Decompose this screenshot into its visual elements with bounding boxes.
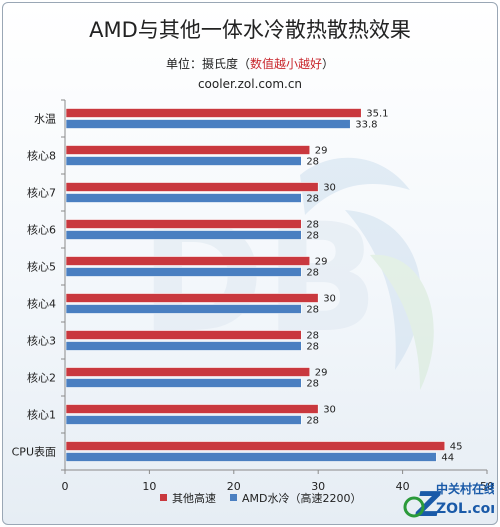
bar-amd-cooler (65, 193, 302, 203)
legend-label: 其他高速 (172, 491, 216, 505)
chart-subtitle: 单位：摄氏度（数值越小越好） (0, 55, 500, 72)
value-label: 28 (306, 416, 319, 427)
value-label: 44 (441, 453, 454, 464)
value-label: 33.8 (355, 120, 377, 131)
value-label: 28 (306, 342, 319, 353)
x-tick-label: 0 (62, 480, 69, 493)
bar-amd-cooler (65, 119, 351, 129)
value-label: 29 (315, 146, 328, 157)
bar-other-high-speed (65, 293, 319, 303)
category-label: 核心8 (27, 149, 56, 163)
value-label: 28 (306, 157, 319, 168)
bar-other-high-speed (65, 441, 446, 451)
subtitle-prefix: 单位：摄氏度（ (165, 57, 250, 71)
zol-watermark: Z 中关村在线 ZOL.com.cn (394, 477, 500, 525)
bar-amd-cooler (65, 230, 302, 240)
legend-swatch (160, 494, 167, 501)
value-label: 30 (323, 183, 336, 194)
bar-amd-cooler (65, 415, 302, 425)
legend-label: AMD水冷（高速2200） (242, 491, 361, 505)
value-label: 28 (306, 231, 319, 242)
bar-amd-cooler (65, 156, 302, 166)
value-label: 28 (306, 379, 319, 390)
subtitle-highlight: 数值越小越好 (249, 57, 322, 71)
legend-swatch (230, 494, 237, 501)
bar-amd-cooler (65, 452, 437, 462)
bar-other-high-speed (65, 404, 319, 414)
x-tick-label: 50 (480, 480, 494, 493)
bar-amd-cooler (65, 378, 302, 388)
value-label: 30 (323, 294, 336, 305)
value-label: 28 (306, 220, 319, 231)
x-tick-label: 20 (227, 480, 241, 493)
value-label: 29 (315, 368, 328, 379)
watermark-site: ZOL.com.cn (436, 501, 494, 517)
watermark-name: 中关村在线 (436, 481, 494, 496)
value-label: 28 (306, 331, 319, 342)
x-tick-label: 10 (142, 480, 156, 493)
category-label: 核心3 (27, 334, 56, 348)
category-label: 核心2 (27, 371, 56, 385)
x-tick-label: 40 (396, 480, 410, 493)
bar-other-high-speed (65, 182, 319, 192)
x-tick-label: 30 (311, 480, 325, 493)
category-label: 核心7 (27, 186, 56, 200)
chart-source: cooler.zol.com.cn (197, 77, 303, 91)
bar-other-high-speed (65, 219, 302, 229)
svg-text:Z: Z (415, 485, 442, 519)
value-label: 45 (450, 442, 463, 453)
bar-amd-cooler (65, 341, 302, 351)
bar-other-high-speed (65, 145, 311, 155)
category-label: 核心5 (27, 260, 56, 274)
bar-other-high-speed (65, 108, 362, 118)
zol-logo-icon: Z 中关村在线 ZOL.com.cn (403, 481, 500, 525)
bar-other-high-speed (65, 256, 311, 266)
value-label: 35.1 (366, 109, 388, 120)
category-label: 水温 (34, 113, 56, 126)
value-label: 28 (306, 194, 319, 205)
svg-text:DB: DB (140, 192, 379, 366)
value-label: 28 (306, 268, 319, 279)
subtitle-suffix: ） (322, 57, 335, 71)
category-label: 核心4 (27, 297, 56, 311)
bar-amd-cooler (65, 304, 302, 314)
category-label: CPU表面 (12, 445, 56, 459)
category-label: 核心1 (27, 408, 56, 422)
value-label: 30 (323, 405, 336, 416)
category-label: 核心6 (27, 223, 56, 237)
bar-other-high-speed (65, 330, 302, 340)
value-label: 28 (306, 305, 319, 316)
bar-other-high-speed (65, 367, 311, 377)
bar-amd-cooler (65, 267, 302, 277)
chart-title: AMD与其他一体水冷散热散热效果 (89, 18, 411, 42)
value-label: 29 (315, 257, 328, 268)
